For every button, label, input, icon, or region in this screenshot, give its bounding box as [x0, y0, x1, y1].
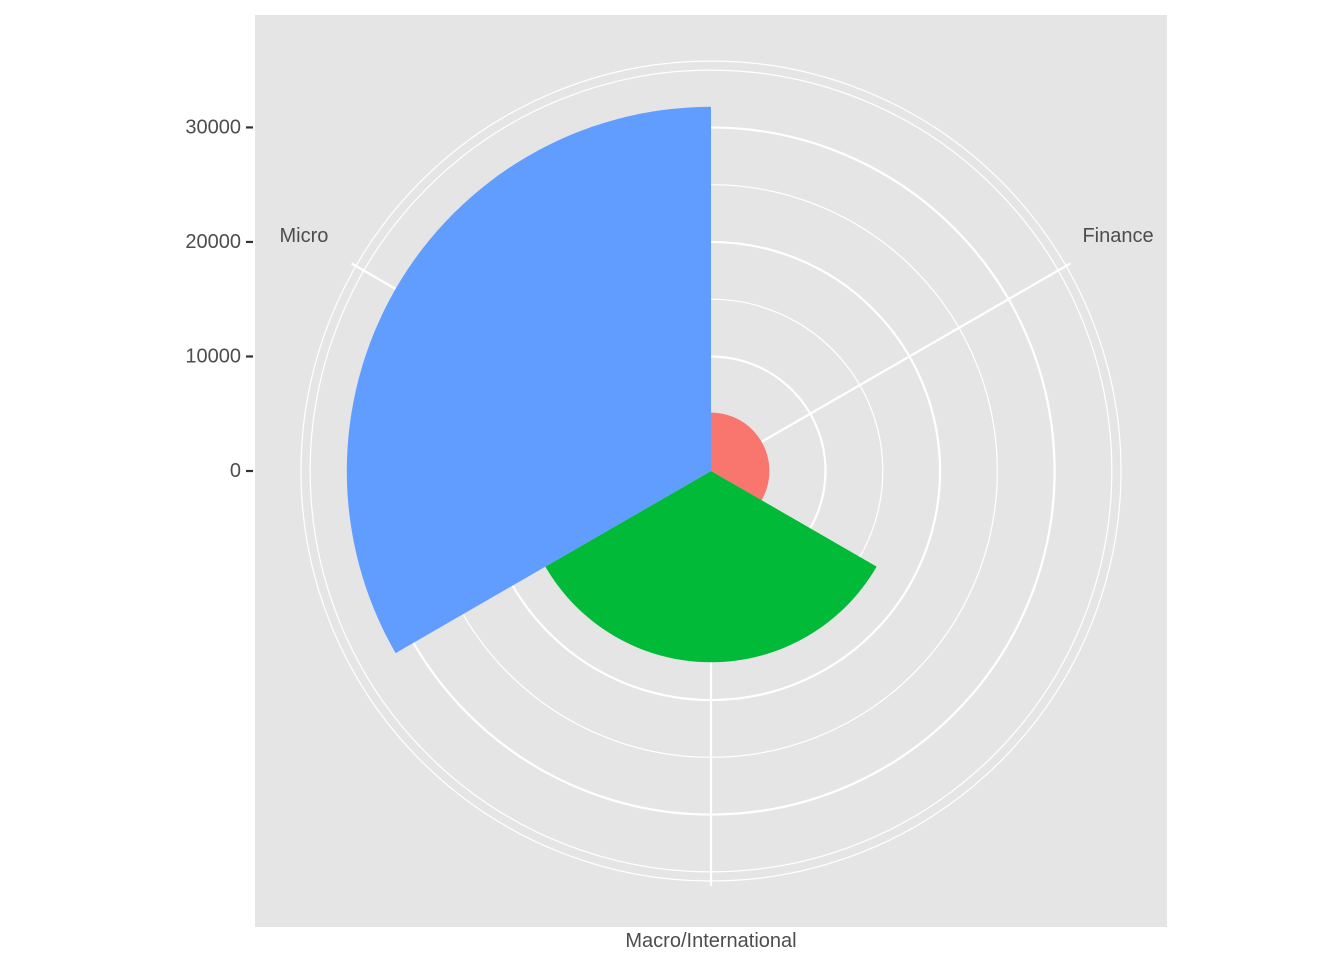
wedge-macro-international [545, 471, 877, 663]
gridline-spoke [710, 262, 1071, 472]
category-label: Micro [280, 225, 329, 247]
category-label: Macro/International [625, 930, 796, 952]
data-wedges [346, 106, 877, 663]
y-axis: 0 10000 20000 30000 [185, 116, 253, 482]
category-label: Finance [1082, 225, 1153, 247]
y-tick-label: 30000 [185, 116, 241, 138]
wedge-finance [711, 412, 770, 501]
y-tick-label: 10000 [185, 345, 241, 367]
wedge-micro [346, 106, 711, 654]
y-tick-label: 0 [230, 460, 241, 482]
y-tick-label: 20000 [185, 231, 241, 253]
category-labels: Finance Macro/International Micro [280, 225, 1154, 952]
